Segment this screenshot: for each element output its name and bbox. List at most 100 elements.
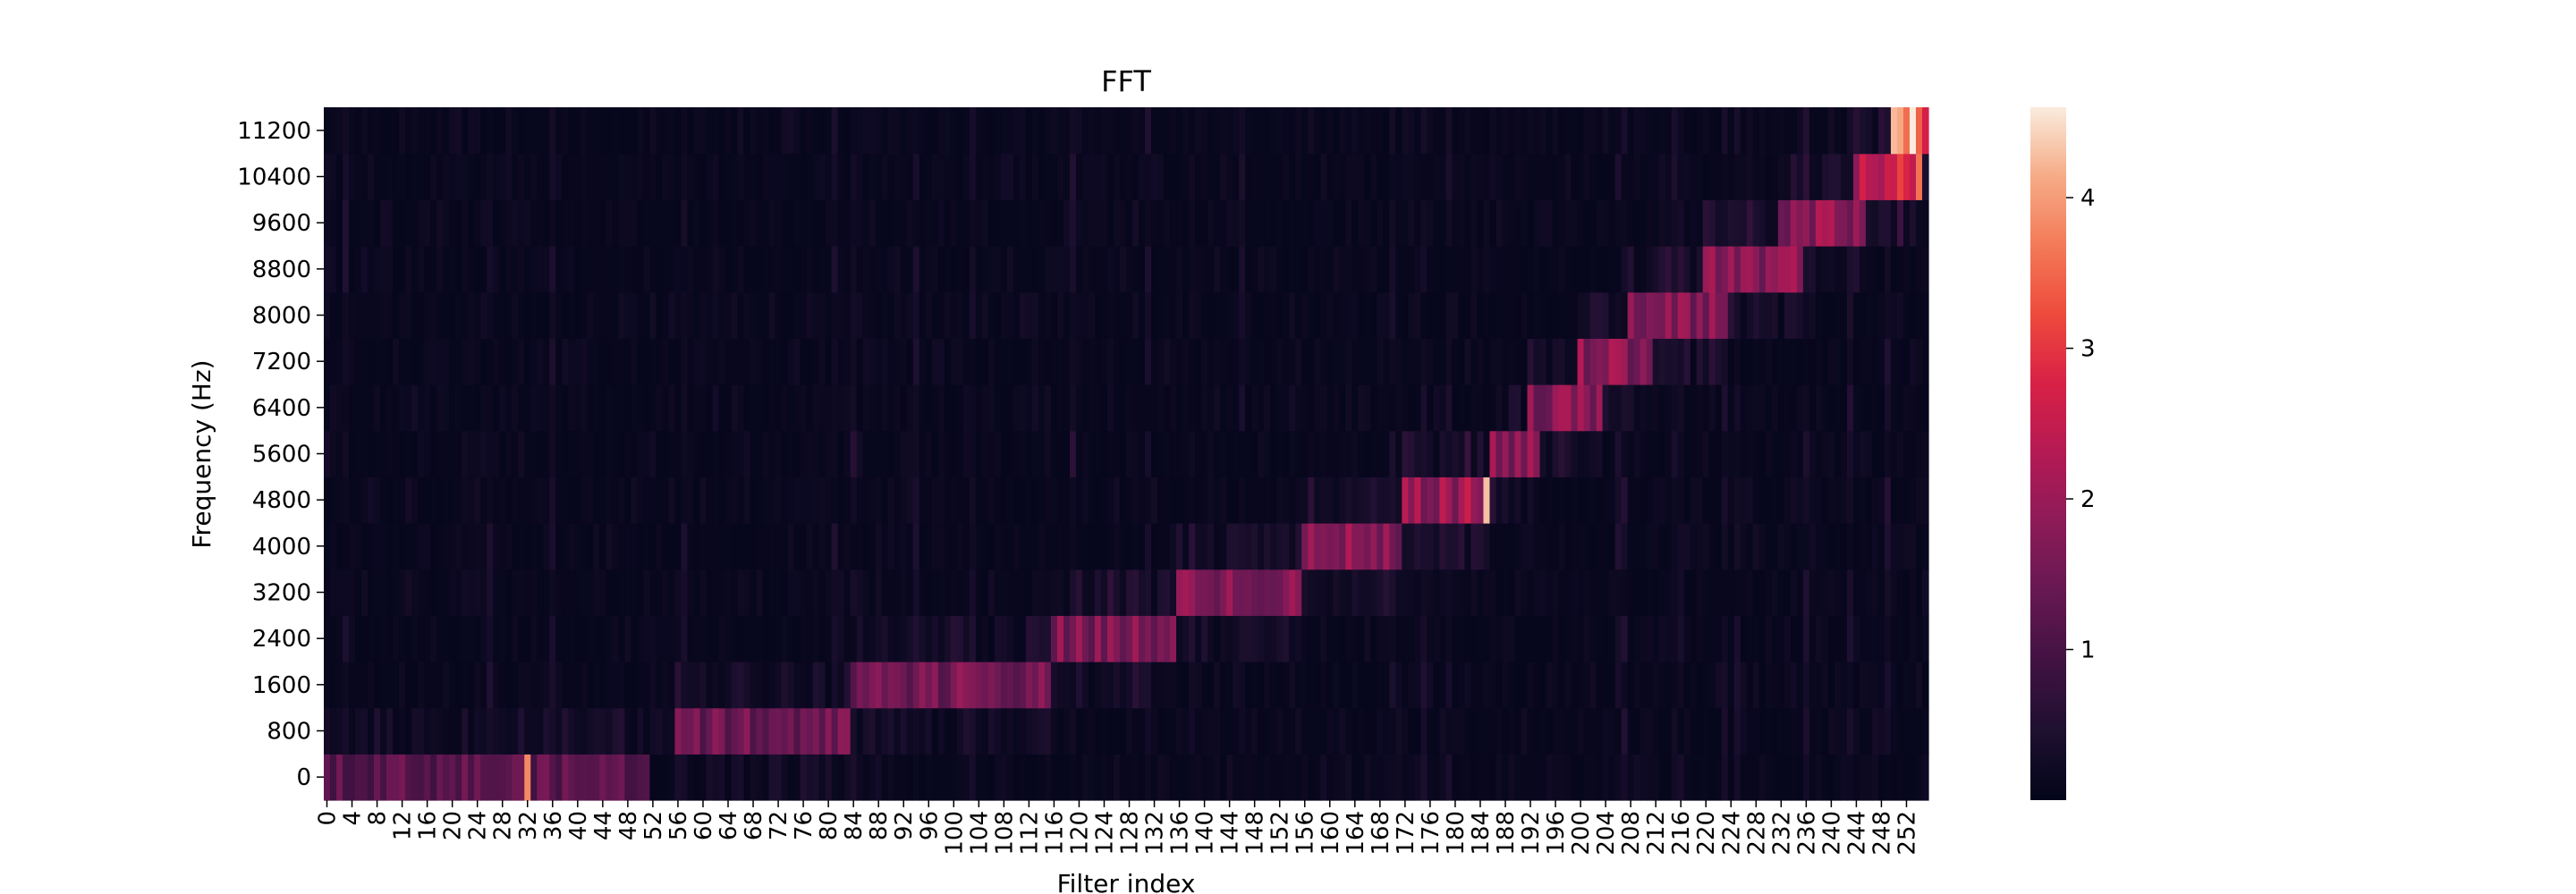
heatmap-cell xyxy=(900,754,908,801)
heatmap-cell xyxy=(906,107,914,155)
heatmap-cell xyxy=(1571,291,1579,339)
heatmap-cell xyxy=(724,199,733,247)
heatmap-cell xyxy=(1094,430,1102,477)
heatmap-cell xyxy=(1909,430,1917,477)
heatmap-cell xyxy=(818,523,826,570)
heatmap-cell xyxy=(549,291,556,339)
heatmap-cell xyxy=(343,107,350,155)
heatmap-cell xyxy=(430,199,437,247)
heatmap-cell xyxy=(430,662,437,709)
heatmap-cell xyxy=(1420,246,1428,293)
heatmap-cell xyxy=(1740,246,1748,293)
heatmap-cell xyxy=(812,430,820,477)
heatmap-cell xyxy=(1464,338,1472,385)
heatmap-cell xyxy=(1790,754,1798,801)
heatmap-cell xyxy=(956,291,964,339)
heatmap-cell xyxy=(1025,477,1033,524)
heatmap-cell xyxy=(606,662,613,709)
heatmap-cell xyxy=(756,153,764,200)
heatmap-cell xyxy=(1283,384,1290,432)
y-tick-label: 9600 xyxy=(252,210,311,237)
heatmap-cell xyxy=(568,246,575,293)
heatmap-cell xyxy=(1452,707,1460,755)
heatmap-cell xyxy=(894,246,902,293)
heatmap-cell xyxy=(1809,615,1817,662)
heatmap-cell xyxy=(1251,338,1258,385)
heatmap-cell xyxy=(1802,569,1810,616)
heatmap-cell xyxy=(775,153,783,200)
heatmap-cell xyxy=(1884,246,1892,293)
heatmap-cell xyxy=(643,523,651,570)
heatmap-cell xyxy=(1921,477,1929,524)
heatmap-cell xyxy=(1389,199,1396,247)
heatmap-cell xyxy=(1132,523,1140,570)
heatmap-cell xyxy=(775,338,783,385)
heatmap-cell xyxy=(1909,523,1917,570)
heatmap-cell xyxy=(593,291,600,339)
heatmap-cell xyxy=(418,107,425,155)
heatmap-cell xyxy=(637,153,644,200)
heatmap-cell xyxy=(806,707,814,755)
heatmap-cell xyxy=(355,199,362,247)
heatmap-cell xyxy=(856,107,864,155)
heatmap-cell xyxy=(1915,246,1923,293)
heatmap-cell xyxy=(1708,523,1716,570)
heatmap-cell xyxy=(1533,754,1541,801)
heatmap-cell xyxy=(1564,569,1572,616)
heatmap-cell xyxy=(1201,246,1208,293)
heatmap-cell xyxy=(906,430,914,477)
heatmap-cell xyxy=(1721,754,1729,801)
heatmap-cell xyxy=(994,430,1002,477)
heatmap-cell xyxy=(837,569,845,616)
heatmap-cell xyxy=(524,430,531,477)
heatmap-cell xyxy=(862,662,870,709)
heatmap-cell xyxy=(355,569,362,616)
heatmap-cell xyxy=(1383,754,1390,801)
heatmap-cell xyxy=(1276,384,1284,432)
heatmap-cell xyxy=(512,523,519,570)
heatmap-cell xyxy=(1796,662,1804,709)
heatmap-cell xyxy=(1821,662,1829,709)
heatmap-cell xyxy=(1871,662,1879,709)
heatmap-cell xyxy=(931,338,939,385)
heatmap-cell xyxy=(330,199,337,247)
heatmap-cell xyxy=(512,477,519,524)
heatmap-cell xyxy=(637,246,644,293)
heatmap-cell xyxy=(925,477,933,524)
heatmap-cell xyxy=(1044,754,1052,801)
heatmap-cell xyxy=(1402,707,1409,755)
heatmap-cell xyxy=(825,754,833,801)
heatmap-cell xyxy=(1226,754,1233,801)
heatmap-cell xyxy=(1239,107,1246,155)
heatmap-cell xyxy=(1877,246,1885,293)
heatmap-cell xyxy=(1119,754,1127,801)
heatmap-cell xyxy=(393,291,400,339)
heatmap-cell xyxy=(1352,662,1359,709)
heatmap-cell xyxy=(750,523,758,570)
heatmap-cell xyxy=(800,246,808,293)
heatmap-cell xyxy=(1752,523,1760,570)
heatmap-cell xyxy=(869,107,877,155)
heatmap-cell xyxy=(1771,384,1779,432)
heatmap-cell xyxy=(624,384,631,432)
heatmap-cell xyxy=(1364,569,1371,616)
heatmap-cell xyxy=(1827,754,1835,801)
heatmap-cell xyxy=(731,291,739,339)
heatmap-cell xyxy=(374,107,381,155)
heatmap-cell xyxy=(1458,707,1466,755)
heatmap-cell xyxy=(562,199,569,247)
heatmap-cell xyxy=(987,291,996,339)
heatmap-cell xyxy=(361,153,369,200)
x-tick-label: 224 xyxy=(1718,811,1745,856)
heatmap-cell xyxy=(1119,477,1127,524)
heatmap-cell xyxy=(599,707,606,755)
heatmap-cell xyxy=(443,107,450,155)
heatmap-cell xyxy=(1696,569,1704,616)
heatmap-cell xyxy=(1295,523,1302,570)
heatmap-cell xyxy=(1220,569,1227,616)
heatmap-cell xyxy=(850,430,858,477)
heatmap-cell xyxy=(1258,199,1265,247)
heatmap-cell xyxy=(837,430,845,477)
heatmap-cell xyxy=(1113,707,1121,755)
heatmap-cell xyxy=(480,153,487,200)
